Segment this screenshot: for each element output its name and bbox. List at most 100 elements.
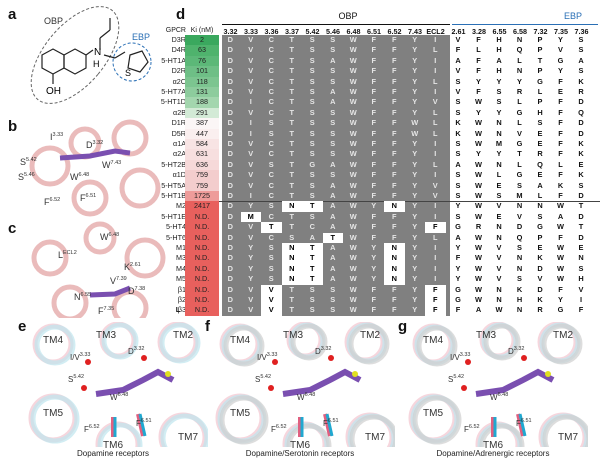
ebp-label: EBP: [132, 32, 150, 42]
obp-residue: S: [309, 107, 315, 117]
ebp-residue: V: [496, 274, 502, 284]
obp-residue: D: [227, 232, 233, 242]
obp-residue: F: [391, 211, 397, 221]
gpcr-name: β2: [177, 295, 186, 304]
residue-label: LECL2: [58, 250, 77, 260]
obp-residue: V: [261, 305, 282, 316]
obp-residue: D: [227, 284, 233, 294]
obp-residue: T: [289, 211, 294, 221]
obp-residue: F: [371, 139, 376, 148]
obp-residue: F: [371, 118, 376, 128]
obp-residue: C: [268, 107, 274, 117]
ebp-residue: N: [516, 253, 523, 263]
ebp-residue: W: [475, 128, 482, 138]
obp-residue: F: [391, 284, 397, 294]
ebp-residue: W: [557, 253, 564, 263]
ebp-residue: Q: [516, 45, 523, 55]
obp-residue: D: [227, 139, 233, 148]
ebp-residue: D: [578, 191, 584, 200]
ebp-residue: E: [537, 170, 543, 180]
obp-col-header: 3.37: [285, 27, 299, 36]
tm-helix-label: TM6: [290, 440, 310, 451]
obp-residue: F: [371, 295, 376, 304]
ebp-residue: F: [558, 191, 563, 200]
residue-label: I/V3.33: [70, 352, 91, 362]
obp-title: OBP: [338, 11, 358, 21]
obp-residue: L: [432, 107, 438, 117]
gpcr-name: D3R: [171, 35, 186, 44]
ebp-residue: S: [578, 180, 584, 190]
obp-residue: A: [330, 55, 336, 65]
ebp-residue: H: [537, 107, 543, 117]
obp-residue: I: [434, 35, 437, 44]
obp-residue: S: [268, 253, 274, 263]
obp-residue: S: [309, 305, 315, 315]
obp-residue: V: [248, 66, 254, 76]
obp-residue: Y: [412, 55, 418, 65]
ebp-residue: Q: [578, 107, 584, 117]
obp-residue: T: [289, 55, 294, 65]
nitrogen-atom: N: [94, 47, 101, 58]
ebp-residue: V: [496, 201, 502, 211]
obp-residue: F: [371, 284, 376, 294]
panel-label-f: f: [205, 318, 210, 335]
residue-label: S5.42: [20, 157, 37, 167]
obp-residue: S: [309, 66, 315, 76]
ki-value: 2417: [185, 201, 219, 212]
obp-residue: Y: [412, 180, 418, 190]
obp-residue: N: [384, 201, 405, 212]
obp-residue: V: [248, 295, 254, 304]
ebp-residue: Y: [455, 201, 461, 211]
hydrogen-atom: H: [93, 59, 100, 69]
ebp-residue: A: [557, 211, 564, 221]
obp-residue: S: [268, 274, 274, 284]
obp-residue: F: [391, 45, 397, 55]
ebp-residue: D: [537, 263, 543, 273]
gpcr-name: D4R: [171, 45, 186, 55]
gpcr-name: α2B: [173, 107, 186, 117]
ebp-residue: Y: [476, 149, 481, 159]
obp-residue: I: [434, 55, 437, 65]
tm-helix-label: TM4: [43, 335, 63, 346]
gpcr-name: β1: [177, 284, 186, 294]
ebp-residue: F: [476, 55, 481, 65]
ebp-residue: G: [537, 222, 543, 232]
gpcr-name: M3: [176, 253, 186, 263]
ebp-residue: V: [496, 263, 502, 273]
obp-col-header: 6.51: [367, 27, 381, 36]
obp-residue: I: [249, 128, 252, 138]
ki-value: 101: [185, 66, 219, 77]
ki-value: 131: [185, 87, 219, 98]
gpcr-name: 5-HT1B: [161, 191, 186, 200]
ebp-residue: G: [455, 295, 461, 304]
ebp-residue: V: [496, 243, 502, 252]
obp-residue: S: [309, 211, 315, 221]
ebp-title: EBP: [563, 11, 582, 21]
obp-residue: Y: [412, 107, 418, 117]
obp-residue: V: [248, 76, 254, 86]
panel-label-c: c: [8, 220, 17, 237]
gpcr-name: 5-HT7A: [161, 87, 186, 96]
ebp-residue: N: [516, 201, 523, 211]
ebp-residue: F: [578, 305, 584, 315]
ki-value: N.D.: [185, 243, 219, 254]
ebp-residue: S: [496, 191, 502, 200]
ebp-residue: A: [455, 55, 461, 65]
obp-residue: T: [289, 66, 294, 76]
obp-residue: C: [268, 211, 274, 221]
obp-residue: L: [432, 159, 438, 169]
obp-residue: V: [248, 180, 254, 190]
ebp-col-header: 7.35: [554, 27, 568, 36]
obp-residue: A: [330, 222, 336, 232]
obp-residue: S: [309, 76, 315, 86]
obp-residue: T: [289, 149, 294, 159]
ebp-residue: S: [455, 107, 461, 117]
ebp-residue: S: [496, 87, 502, 96]
obp-residue: T: [322, 232, 343, 243]
ebp-residue: E: [558, 87, 563, 96]
obp-residue: V: [248, 139, 254, 148]
obp-residue: T: [289, 87, 294, 96]
gpcr-name: D5R: [171, 128, 186, 138]
ebp-residue: K: [578, 170, 584, 180]
obp-residue: F: [371, 305, 376, 315]
